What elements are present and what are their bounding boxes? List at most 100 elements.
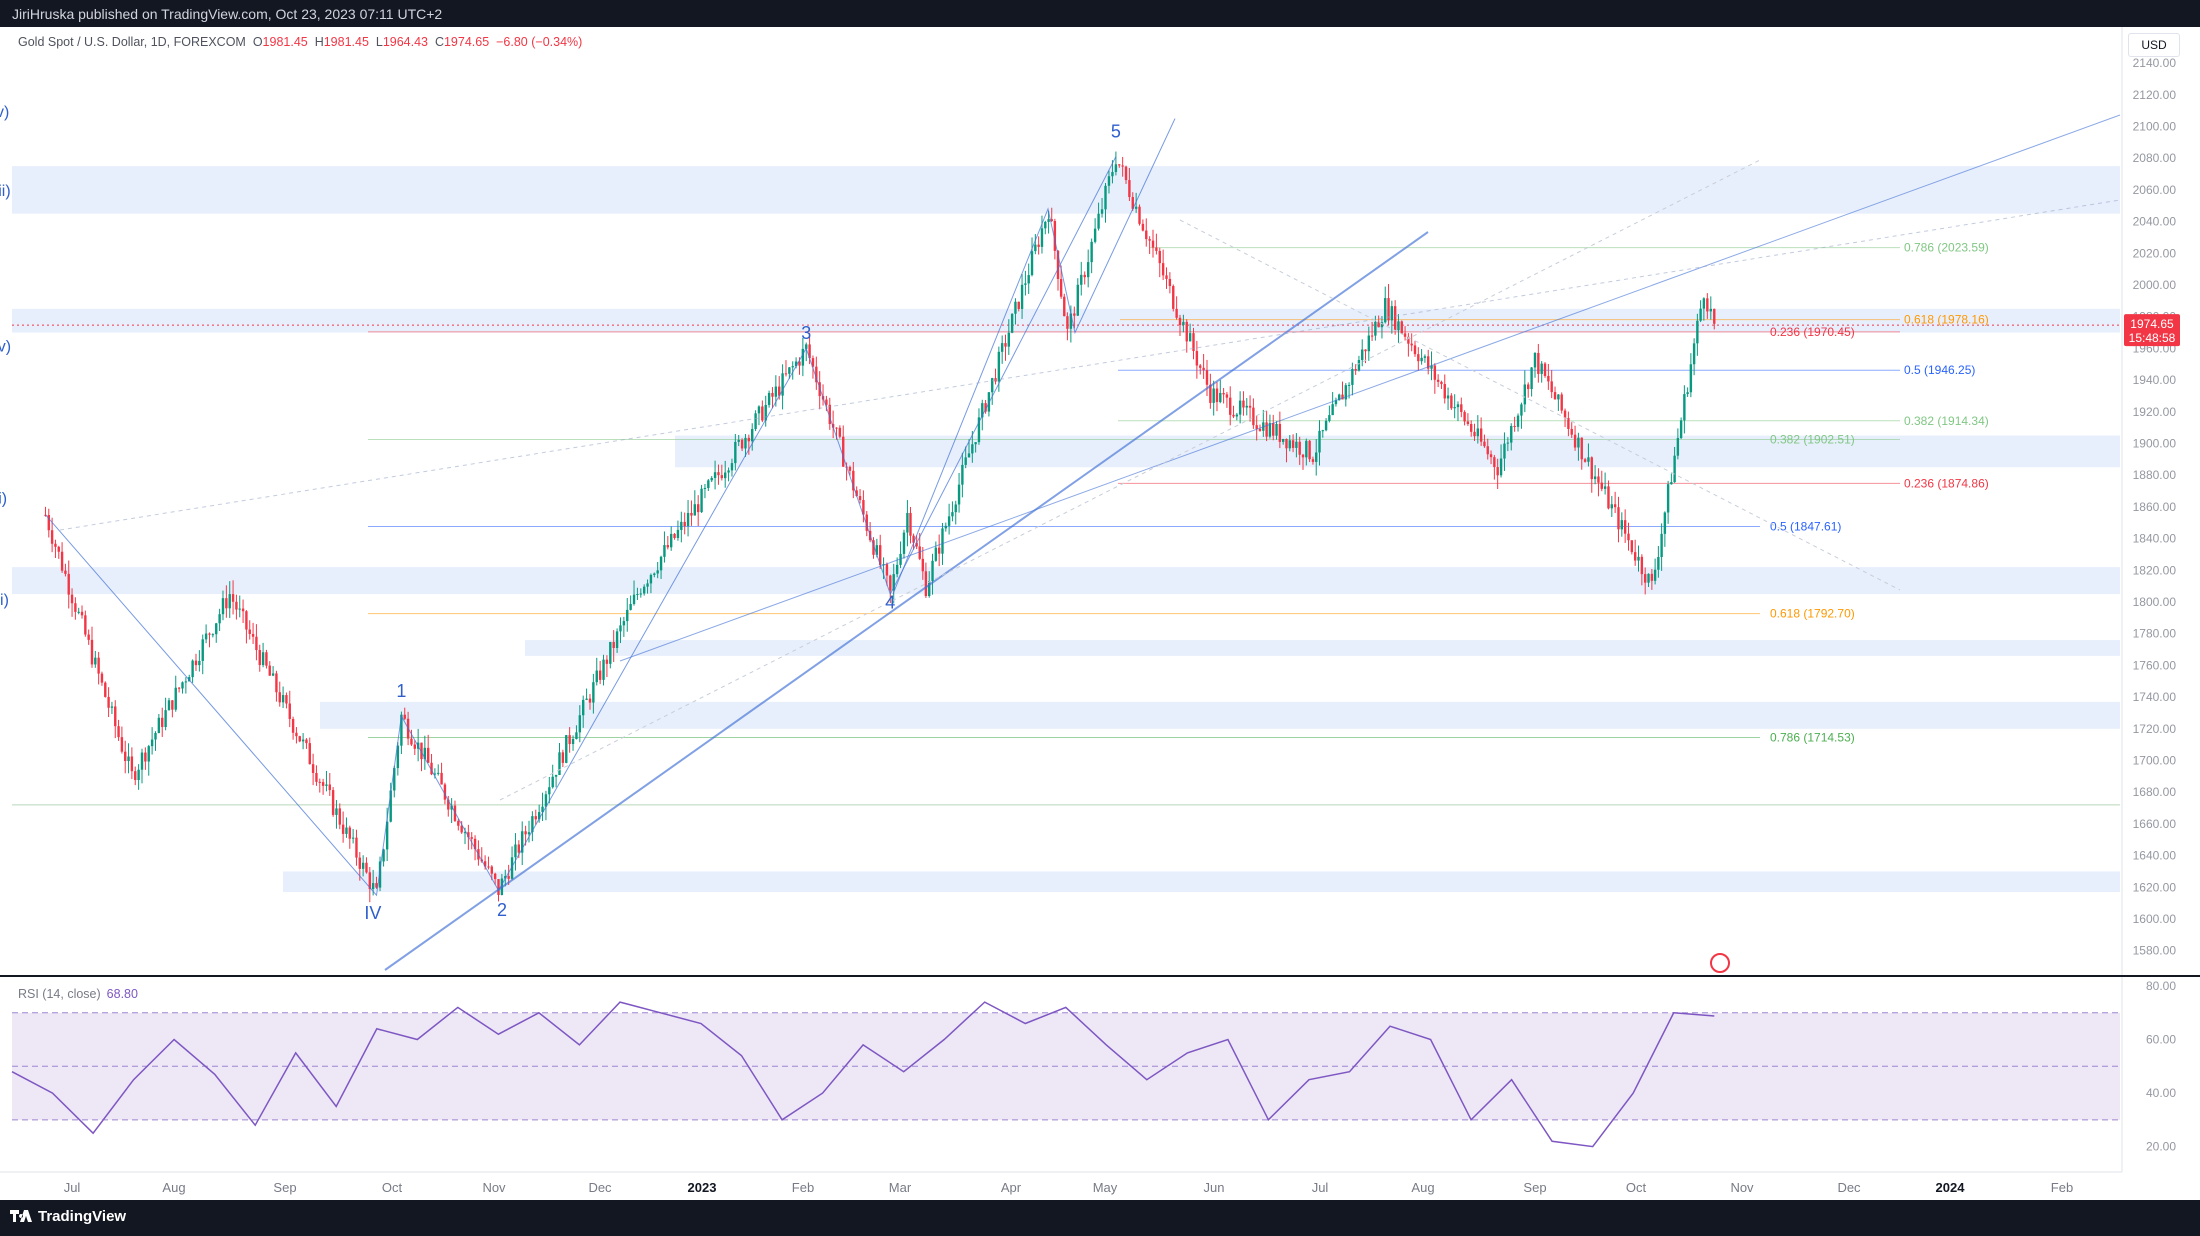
chart-area[interactable]: 0.786 (2023.59) 0.618 (1978.16) 0.236 (197… [0,27,2200,1200]
candle-body [1617,507,1620,530]
candle-body [1683,394,1686,421]
candle-body [1278,423,1282,442]
candle-body [278,692,281,703]
candle-body [1258,428,1262,431]
candle-body [77,611,80,613]
candle-body [727,470,730,473]
high-value: 1981.45 [323,35,369,49]
candle-body [921,558,925,572]
candle-body [50,530,54,544]
candle-body [879,545,882,566]
candle-body [1073,313,1076,316]
time-axis-label: 2024 [1936,1180,1966,1195]
candle-body [1288,440,1291,449]
candle-body [1195,351,1199,366]
candle-body [1384,298,1387,323]
candle-body [527,832,531,835]
price-axis-label: 1680.00 [2133,785,2177,799]
price-axis-label: 2100.00 [2133,120,2177,134]
candle-body [1059,278,1063,297]
candle-body [1603,486,1607,489]
candle-body [934,547,938,561]
candle-body [609,641,612,664]
candle-body [1020,284,1024,309]
candle-body [957,484,961,505]
candle-body [1321,430,1324,432]
candle-body [335,808,338,815]
candle-body [971,444,974,454]
candle-body [84,615,87,635]
wave-label: 3 [801,323,811,343]
candle-body [410,738,413,745]
price-axis-label: 2080.00 [2133,151,2177,165]
fib-level-label: 0.618 (1792.70) [1770,607,1855,621]
candle-body [87,634,90,640]
candle-body [531,816,534,833]
candle-body [1387,298,1390,321]
candle-body [1640,556,1644,575]
candle-body [1182,321,1185,326]
candle-body [1713,308,1716,324]
candle-body [1238,400,1242,415]
candle-body [514,844,517,858]
support-resistance-zone [525,640,2120,656]
candle-body [385,821,389,850]
candle-body [157,717,161,733]
fib-level-label: 0.382 (1914.34) [1904,414,1989,428]
time-axis-label: May [1093,1180,1118,1195]
candle-body [460,825,463,833]
candle-body [358,857,361,869]
fib-level-label: 0.236 (1970.45) [1770,325,1855,339]
candle-body [588,698,592,703]
candle-body [321,782,325,786]
candle-body [626,609,629,622]
candle-body [1053,221,1057,251]
candle-body [134,771,137,781]
event-marker-icon[interactable] [1710,953,1730,973]
candle-body [251,633,255,637]
candle-body [437,772,440,774]
fib-level-label: 0.5 (1946.25) [1904,363,1975,377]
candle-body [351,837,355,839]
price-axis-label: 2060.00 [2133,183,2177,197]
candle-body [483,861,487,867]
candle-body [815,366,818,383]
candle-body [906,512,909,533]
candle-body [1265,422,1268,437]
candle-body [855,490,858,497]
candle-body [328,784,331,791]
support-resistance-zone [320,701,2120,729]
candle-body [1370,335,1374,337]
candle-body [517,844,521,853]
candle-body [1380,322,1384,328]
candle-body [1446,395,1450,399]
time-axis-label: 2023 [688,1180,717,1195]
candle-body [265,652,268,666]
candle-body [1083,274,1086,278]
price-chart[interactable]: 0.786 (2023.59) 0.618 (1978.16) 0.236 (197… [0,27,2200,1200]
candle-body [1709,308,1712,312]
candle-body [622,621,626,626]
candle-body [1403,333,1407,337]
candle-body [1111,171,1114,177]
candle-body [1037,244,1040,247]
candle-body [1666,484,1670,513]
price-axis-label: 1660.00 [2133,817,2177,831]
time-axis-label: Sep [273,1180,296,1195]
candle-body [1702,298,1706,309]
candle-body [1151,240,1155,248]
candle-body [281,695,285,703]
candle-body [778,386,781,396]
candle-body [1637,556,1640,561]
currency-button[interactable]: USD [2128,33,2180,57]
candle-body [696,504,700,513]
sub-wave-line [892,118,1176,595]
candle-body [345,827,348,834]
candle-body [211,634,215,636]
candle-body [740,439,744,449]
candle-body [710,477,713,481]
candle-body [915,542,918,547]
candle-body [215,623,218,635]
candle-body [1627,533,1630,541]
candle-body [541,806,544,813]
